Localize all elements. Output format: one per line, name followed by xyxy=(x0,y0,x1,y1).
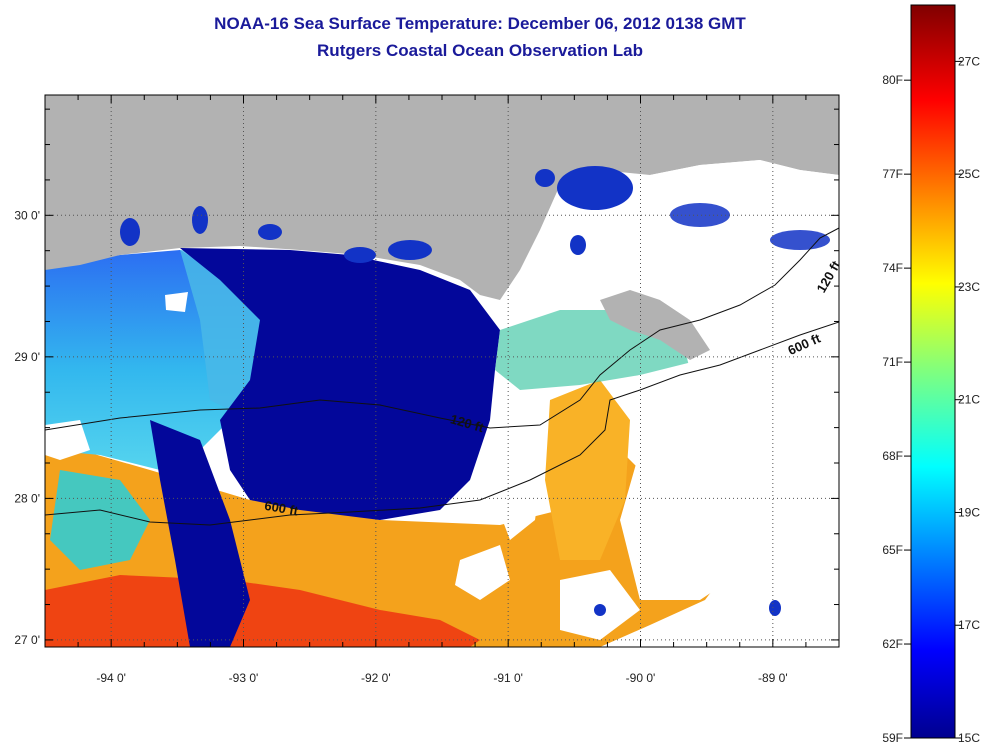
colorbar-c-label: 15C xyxy=(958,731,980,745)
map-title: NOAA-16 Sea Surface Temperature: Decembe… xyxy=(214,14,746,33)
offshore-blue-spot xyxy=(594,604,606,616)
cyan-eddy xyxy=(50,470,150,570)
inland-lake xyxy=(670,203,730,227)
inland-lake xyxy=(258,224,282,240)
colorbar-f-label: 71F xyxy=(882,355,903,369)
isobath-label: 600 ft xyxy=(263,498,300,519)
colorbar-c-label: 19C xyxy=(958,505,980,519)
colorbar-c-label: 23C xyxy=(958,280,980,294)
cloud-patch xyxy=(620,360,780,600)
offshore-blue-spot xyxy=(769,600,781,616)
colorbar-celsius-labels: 27C 25C 23C 21C 19C 17C 15C xyxy=(955,54,980,745)
colorbar-f-label: 74F xyxy=(882,261,903,275)
colorbar-c-label: 21C xyxy=(958,393,980,407)
lat-tick-label: 27 0' xyxy=(14,633,40,647)
latitude-labels: 30 0' 29 0' 28 0' 27 0' xyxy=(14,208,40,647)
axis-ticks xyxy=(44,95,840,647)
cold-channel xyxy=(150,420,250,647)
lat-tick-label: 30 0' xyxy=(14,208,40,222)
lat-lon-grid xyxy=(45,95,839,647)
cloud-patch xyxy=(165,292,188,312)
isobath-120ft xyxy=(45,227,839,431)
colorbar-c-label: 17C xyxy=(958,618,980,632)
cloud-patch xyxy=(455,545,510,600)
inland-lake xyxy=(344,247,376,263)
lon-tick-label: -91 0' xyxy=(493,671,523,685)
lat-tick-label: 29 0' xyxy=(14,350,40,364)
cloud-patch xyxy=(495,410,545,540)
lon-tick-label: -92 0' xyxy=(361,671,391,685)
colorbar-f-label: 65F xyxy=(882,543,903,557)
lat-tick-label: 28 0' xyxy=(14,491,40,505)
inland-lake xyxy=(570,235,586,255)
hot-water-band xyxy=(45,575,480,647)
inland-lake xyxy=(388,240,432,260)
lon-tick-label: -90 0' xyxy=(626,671,656,685)
colorbar-fahrenheit-labels: 80F 77F 74F 71F 68F 65F 62F 59F xyxy=(882,73,911,745)
colorbar-f-label: 59F xyxy=(882,731,903,745)
colorbar-f-label: 68F xyxy=(882,449,903,463)
inland-lake xyxy=(557,166,633,210)
colorbar-f-label: 80F xyxy=(882,73,903,87)
colorbar-c-label: 27C xyxy=(958,54,980,68)
lon-tick-label: -93 0' xyxy=(229,671,259,685)
inland-lake xyxy=(770,230,830,250)
inland-lake xyxy=(535,169,555,187)
warm-patch-east xyxy=(545,380,630,560)
mississippi-delta xyxy=(600,290,710,360)
lon-tick-label: -94 0' xyxy=(96,671,126,685)
colorbar-f-label: 77F xyxy=(882,167,903,181)
colorbar-c-label: 25C xyxy=(958,167,980,181)
colorbar-f-label: 62F xyxy=(882,637,903,651)
isobath-600ft xyxy=(45,321,839,526)
lon-tick-label: -89 0' xyxy=(758,671,788,685)
map-subtitle: Rutgers Coastal Ocean Observation Lab xyxy=(317,41,643,60)
inland-lake xyxy=(192,206,208,234)
longitude-labels: -94 0' -93 0' -92 0' -91 0' -90 0' -89 0' xyxy=(96,671,787,685)
colorbar xyxy=(910,4,956,739)
cold-coastal-water xyxy=(180,248,500,520)
land-area xyxy=(45,95,839,300)
cloud-patch xyxy=(45,420,90,460)
inland-lake xyxy=(120,218,140,246)
